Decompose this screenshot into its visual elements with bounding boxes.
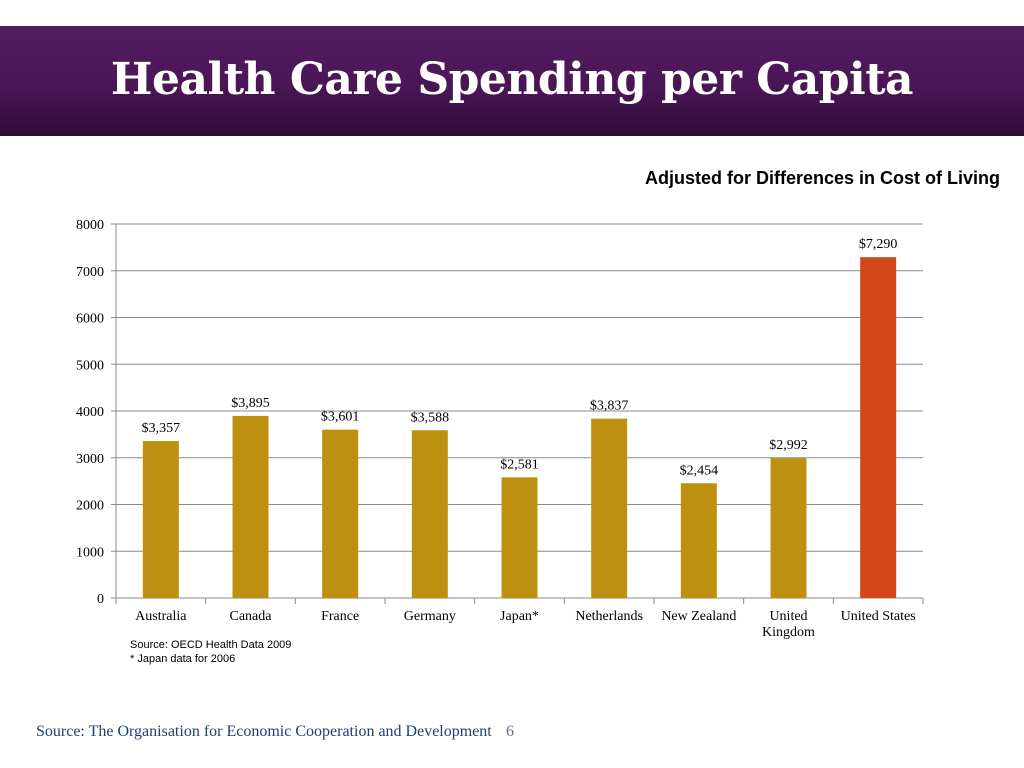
y-tick-label: 8000 <box>76 218 104 233</box>
chart-source-note: Source: OECD Health Data 2009 * Japan da… <box>130 638 291 666</box>
bar <box>232 415 269 598</box>
chart-footnote-line: * Japan data for 2006 <box>130 653 236 665</box>
y-tick-label: 4000 <box>76 405 104 420</box>
x-tick-label: Germany <box>404 609 456 624</box>
data-label: $2,992 <box>769 438 808 453</box>
bar <box>860 257 897 598</box>
y-tick-label: 2000 <box>76 499 104 514</box>
data-label: $3,895 <box>231 396 270 411</box>
bar <box>501 477 538 598</box>
bar <box>591 418 628 598</box>
data-label: $2,581 <box>500 457 539 472</box>
x-tick-label: Netherlands <box>575 609 643 624</box>
data-label: $3,588 <box>411 410 450 425</box>
x-tick-label: Japan* <box>500 609 539 624</box>
bar <box>322 429 359 598</box>
y-tick-label: 3000 <box>76 452 104 467</box>
x-tick-label: United <box>769 609 807 624</box>
chart-source-line: Source: OECD Health Data 2009 <box>130 639 292 651</box>
data-label: $3,357 <box>142 421 181 436</box>
bar <box>142 441 179 598</box>
data-label: $7,290 <box>859 237 898 252</box>
data-label: $3,601 <box>321 410 360 425</box>
slide-number: 6 <box>506 723 514 740</box>
x-tick-label: Australia <box>135 609 187 624</box>
bar <box>770 458 807 598</box>
title-banner: Health Care Spending per Capita <box>0 26 1024 136</box>
x-tick-label: Canada <box>230 609 273 624</box>
chart-subtitle: Adjusted for Differences in Cost of Livi… <box>644 168 1000 188</box>
y-tick-label: 6000 <box>76 312 104 327</box>
bar <box>680 483 717 598</box>
y-tick-label: 1000 <box>76 545 104 560</box>
y-tick-label: 5000 <box>76 358 104 373</box>
data-label: $3,837 <box>590 399 629 414</box>
bar <box>411 430 448 598</box>
data-label: $2,454 <box>680 463 719 478</box>
x-tick-label: France <box>321 609 359 624</box>
y-tick-label: 7000 <box>76 265 104 280</box>
footer-source: Source: The Organisation for Economic Co… <box>36 723 492 740</box>
x-tick-label: United States <box>841 609 916 624</box>
x-tick-label: Kingdom <box>762 625 815 640</box>
y-tick-label: 0 <box>97 592 104 607</box>
x-tick-label: New Zealand <box>661 609 736 624</box>
slide-title: Health Care Spending per Capita <box>110 54 914 105</box>
